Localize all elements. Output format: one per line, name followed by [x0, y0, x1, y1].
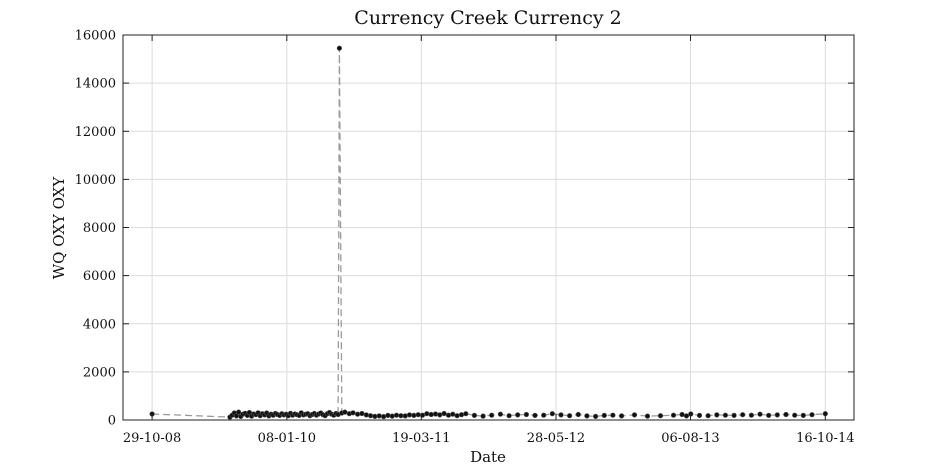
data-point	[471, 412, 478, 419]
data-point	[644, 413, 651, 419]
data-point	[631, 412, 638, 418]
data-point	[393, 412, 400, 418]
series-line	[152, 48, 826, 418]
data-point	[458, 412, 465, 418]
y-tick-label: 2000	[83, 365, 116, 380]
data-point	[705, 413, 711, 419]
axis-ticks: 29-10-08 08-01-10 19-03-11 28-05-12 06-08-13…	[75, 29, 855, 447]
data-point	[363, 412, 369, 418]
y-tick-label: 4000	[83, 317, 116, 332]
data-point	[463, 411, 469, 417]
data-point	[618, 413, 625, 419]
data-point	[714, 412, 720, 418]
data-point	[376, 413, 382, 419]
data-point	[610, 412, 616, 418]
x-tick-label: 19-03-11	[392, 431, 450, 446]
data-point	[450, 411, 456, 417]
data-point	[336, 45, 343, 51]
data-point	[757, 411, 763, 417]
data-point	[411, 412, 417, 419]
data-point	[480, 413, 486, 419]
y-tick-label: 0	[108, 414, 116, 429]
x-axis-label: Date	[470, 448, 506, 466]
x-tick-label: 29-10-08	[123, 431, 181, 446]
data-point	[722, 412, 729, 418]
data-point	[566, 413, 573, 419]
x-tick-label: 16-10-14	[796, 431, 854, 446]
data-point	[506, 413, 512, 419]
data-point	[783, 411, 789, 418]
data-point	[381, 414, 387, 420]
data-point	[489, 412, 495, 418]
chart-title: Currency Creek Currency 2	[354, 7, 621, 29]
data-point	[441, 410, 447, 417]
data-point	[368, 413, 374, 419]
data-point	[454, 413, 460, 419]
data-point	[406, 412, 413, 418]
data-point	[679, 411, 685, 418]
y-tick-label: 8000	[83, 221, 116, 236]
data-point	[424, 411, 430, 417]
data-point	[385, 412, 391, 419]
data-point	[657, 413, 664, 419]
data-point	[350, 410, 356, 416]
data-point	[415, 412, 421, 418]
data-point	[372, 413, 378, 420]
data-point	[515, 412, 521, 418]
data-point	[601, 412, 607, 419]
data-point	[748, 412, 755, 418]
data-point	[432, 411, 439, 417]
data-point	[402, 413, 408, 419]
grid	[123, 34, 854, 421]
data-point	[696, 412, 703, 419]
data-point	[398, 413, 404, 419]
data-point	[670, 412, 677, 418]
y-tick-label: 14000	[75, 77, 116, 92]
data-point	[800, 412, 806, 419]
data-point	[497, 411, 504, 417]
data-point	[532, 412, 538, 419]
data-point	[683, 413, 690, 419]
y-tick-label: 16000	[75, 29, 116, 44]
data-point	[740, 412, 746, 418]
data-point	[428, 411, 434, 418]
data-point	[592, 413, 599, 420]
data-point	[774, 412, 780, 418]
data-point	[558, 412, 564, 418]
data-point	[809, 412, 815, 418]
data-point	[359, 410, 365, 417]
series	[149, 45, 828, 420]
data-point	[236, 409, 242, 415]
data-point	[731, 412, 737, 419]
x-tick-label: 06-08-13	[661, 431, 719, 446]
data-point	[523, 411, 530, 418]
data-point	[541, 412, 547, 418]
y-tick-label: 6000	[83, 269, 116, 284]
data-point	[549, 411, 555, 417]
y-tick-label: 12000	[75, 125, 116, 140]
data-point	[584, 413, 590, 419]
data-point	[355, 411, 361, 417]
y-tick-label: 10000	[75, 173, 116, 188]
data-point	[437, 412, 443, 418]
x-tick-label: 28-05-12	[527, 431, 585, 446]
data-point	[575, 411, 581, 418]
x-tick-label: 08-01-10	[258, 431, 316, 446]
data-point	[342, 409, 348, 415]
y-axis-label: WQ OXY OXY	[50, 176, 68, 280]
data-point	[445, 412, 452, 418]
data-point	[766, 412, 772, 419]
data-point	[389, 413, 395, 419]
data-point	[792, 412, 798, 418]
